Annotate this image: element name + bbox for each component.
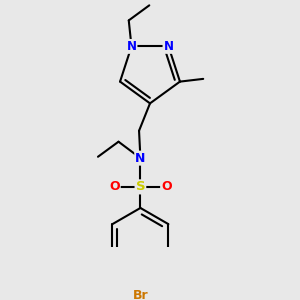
Text: Br: Br: [133, 290, 148, 300]
Text: N: N: [135, 152, 146, 165]
Text: N: N: [127, 40, 136, 53]
Text: N: N: [164, 40, 173, 53]
Text: O: O: [161, 180, 172, 194]
Text: O: O: [109, 180, 120, 194]
Text: S: S: [136, 180, 145, 194]
